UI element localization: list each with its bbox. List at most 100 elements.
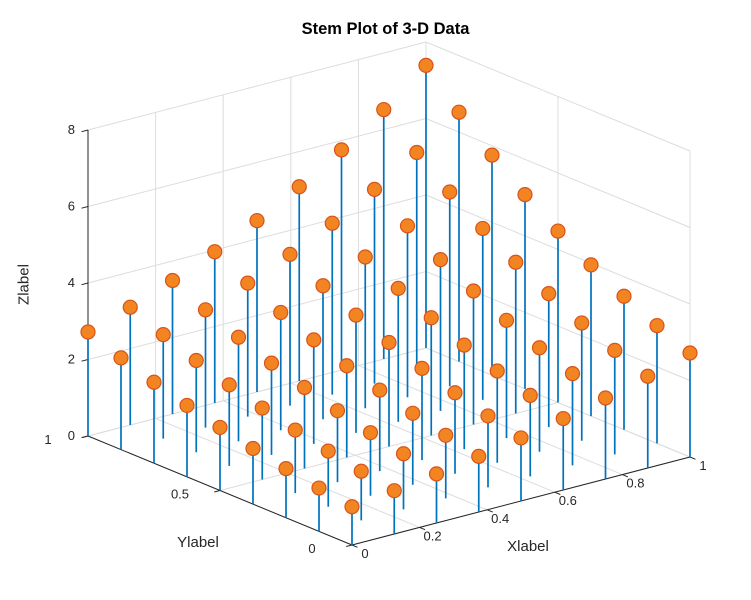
stem-marker [155,327,171,343]
grid-line [425,41,691,152]
z-axis-label: Zlabel [15,264,33,305]
stem-marker [386,483,402,499]
x-tick-mark [689,456,696,460]
stem-marker [475,220,491,237]
stem-marker [484,147,500,163]
stem-marker [616,288,632,304]
x-tick-label: 0.8 [626,476,644,491]
stem-marker [324,215,340,231]
z-tick-label: 6 [68,199,75,214]
stem-marker [640,368,656,384]
stem-marker [395,446,412,462]
grid-line [87,41,427,131]
stem-marker [197,302,214,318]
stem-marker [164,272,181,289]
x-axis-label: Xlabel [507,538,549,555]
stem-marker [311,480,327,496]
stem-marker [291,179,307,195]
stem-marker [541,286,557,302]
x-tick-mark [487,509,493,513]
stem-marker [230,329,247,345]
stem-marker [517,187,533,203]
grid-line [425,118,691,228]
stem-marker [221,377,237,393]
stem-marker [381,334,397,351]
stem-marker [366,181,383,197]
stem-marker [353,463,369,479]
stem-marker [179,397,195,414]
stem-marker [574,315,590,331]
stem-marker [498,312,515,328]
y-tick-label: 1 [44,432,51,447]
stem-marker [451,104,467,120]
chart-title: Stem Plot of 3-D Data [301,20,470,38]
stem-marker [263,355,280,371]
stem-marker [278,461,294,477]
stem-marker [414,360,430,376]
stem-marker [409,144,425,161]
z-tick-label: 4 [68,275,75,290]
stem-marker [522,387,538,403]
z-tick-mark [81,206,89,209]
y-axis-label: Ylabel [177,534,219,551]
stem-marker [399,218,416,234]
x-tick-mark [554,491,561,495]
stem-marker [432,251,449,268]
grid-line [87,118,427,207]
stem-marker [188,352,204,369]
stem-marker [682,345,698,361]
x-tick-label: 1 [699,458,706,473]
y-tick-label: 0.5 [171,487,189,502]
stem-marker [240,275,256,291]
stem-marker [344,499,360,515]
stem-marker [362,425,379,441]
stem-marker [480,408,496,424]
stem-marker [456,337,472,353]
x-tick-label: 0.4 [491,511,509,526]
stem-marker [249,212,265,229]
stem-marker [333,142,350,158]
stem-marker [296,379,313,396]
stem-marker [465,283,482,299]
stem-marker [376,101,392,118]
stem-marker [405,405,421,421]
stem-marker [418,57,434,73]
x-tick-mark [419,526,426,531]
x-tick-label: 0.6 [559,493,577,508]
stem-marker [447,385,463,401]
z-tick-label: 2 [68,352,75,367]
stem-marker [372,382,388,398]
stem-marker [146,374,162,390]
z-tick-mark [81,282,89,286]
stem-marker [306,332,322,348]
stem-marker [287,422,303,438]
stem-marker [564,366,581,382]
x-tick-label: 0 [361,546,368,561]
stem-marker [583,257,599,273]
stem-marker [489,363,505,379]
stem-marker [607,342,623,359]
z-tick-mark [81,435,89,439]
z-tick-mark [81,129,89,133]
z-tick-label: 0 [68,428,75,443]
x-tick-mark [351,544,358,548]
stem-marker [649,317,665,334]
stem-marker [80,324,96,340]
z-tick-label: 8 [68,122,75,137]
y-tick-mark [346,544,353,547]
stem-marker [531,340,548,356]
stem-marker [282,246,298,262]
stem-marker [315,278,331,294]
stem-marker [423,310,439,326]
stem-marker [471,448,487,464]
y-tick-mark [214,490,221,493]
stem-marker [113,350,129,366]
stem-marker [212,419,228,436]
stem-marker [348,307,364,323]
stem-marker [245,440,261,457]
x-tick-label: 0.2 [424,528,442,543]
y-tick-label: 0 [308,541,315,556]
stem-marker [207,244,223,260]
